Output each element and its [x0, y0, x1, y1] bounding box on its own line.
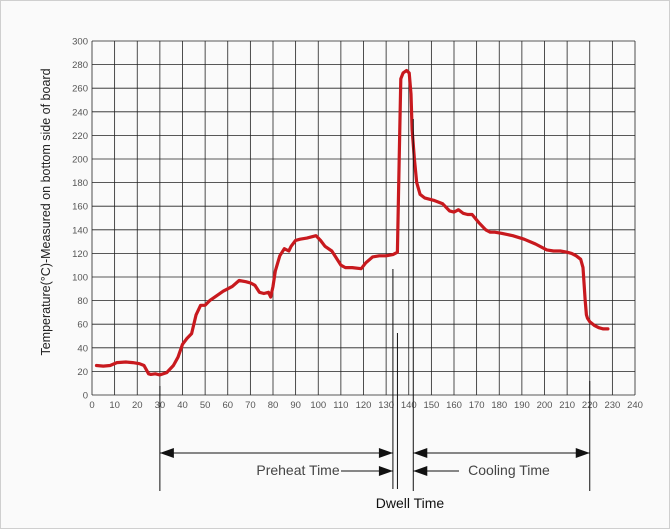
preheat-span-arrow-left — [159, 448, 174, 458]
x-tick-label: 240 — [627, 400, 643, 411]
preheat-time-label: Preheat Time — [256, 462, 339, 478]
x-tick-label: 180 — [491, 400, 507, 411]
x-tick-label: 150 — [423, 400, 439, 411]
x-tick-label: 90 — [290, 400, 301, 411]
x-tick-labels: 0 10 20 30 40 50 60 70 80 90 100 110 120 130 140 150 160… — [89, 400, 643, 411]
x-tick-label: 80 — [268, 400, 279, 411]
x-tick-label: 100 — [310, 400, 326, 411]
y-tick-label: 240 — [72, 107, 88, 118]
y-tick-label: 60 — [77, 320, 88, 331]
x-tick-label: 60 — [222, 400, 233, 411]
preheat-span-arrow-right — [378, 448, 393, 458]
y-tick-label: 140 — [72, 225, 88, 236]
cooling-label-arrow-head — [413, 466, 428, 476]
y-tick-label: 220 — [72, 131, 88, 142]
x-tick-label: 210 — [559, 400, 575, 411]
preheat-label-arrow-head — [378, 466, 393, 476]
x-tick-label: 190 — [514, 400, 530, 411]
x-tick-label: 0 — [89, 400, 94, 411]
dwell-time-label: Dwell Time — [376, 495, 445, 511]
x-tick-label: 10 — [109, 400, 120, 411]
x-tick-label: 160 — [446, 400, 462, 411]
y-tick-label: 80 — [77, 296, 88, 307]
x-tick-label: 170 — [469, 400, 485, 411]
cooling-time-label: Cooling Time — [468, 462, 550, 478]
y-tick-label: 0 — [83, 391, 88, 402]
y-tick-label: 120 — [72, 249, 88, 260]
cooling-span-arrow-right — [575, 448, 590, 458]
x-tick-label: 70 — [245, 400, 256, 411]
cooling-span-arrow-left — [413, 448, 428, 458]
x-tick-label: 230 — [604, 400, 620, 411]
grid — [91, 40, 636, 396]
y-tick-label: 200 — [72, 155, 88, 166]
y-tick-label: 20 — [77, 367, 88, 378]
x-tick-label: 130 — [378, 400, 394, 411]
y-tick-labels: 0 20 40 60 80 100 120 140 160 180 200 220 240 260 280 3… — [72, 37, 88, 402]
y-tick-label: 40 — [77, 343, 88, 354]
y-tick-label: 260 — [72, 84, 88, 95]
x-tick-label: 110 — [333, 400, 348, 411]
phase-annotations — [159, 119, 591, 491]
y-tick-label: 180 — [72, 178, 88, 189]
y-axis-label: Temperature(°C)-Measured on bottom side … — [39, 68, 53, 355]
x-tick-label: 140 — [401, 400, 417, 411]
x-tick-label: 200 — [537, 400, 553, 411]
x-tick-label: 20 — [132, 400, 143, 411]
y-tick-label: 100 — [72, 273, 88, 284]
x-tick-label: 120 — [356, 400, 372, 411]
temperature-series-line — [94, 68, 610, 377]
x-tick-label: 50 — [200, 400, 211, 411]
y-tick-label: 300 — [72, 37, 88, 48]
x-tick-label: 40 — [177, 400, 188, 411]
y-tick-label: 280 — [72, 60, 88, 71]
y-tick-label: 160 — [72, 202, 88, 213]
